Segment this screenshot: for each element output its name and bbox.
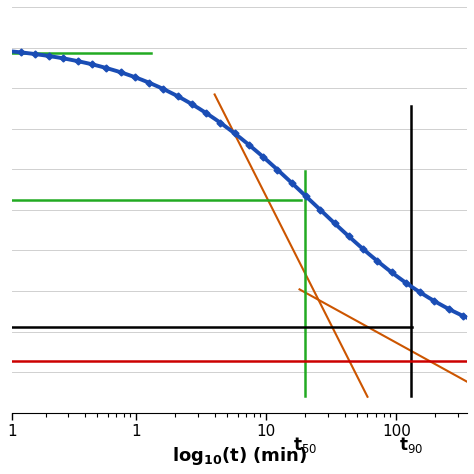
Text: t$_{90}$: t$_{90}$ (399, 435, 423, 455)
Text: t$_{50}$: t$_{50}$ (293, 435, 318, 455)
X-axis label: $\mathbf{log_{10}(t)}$ $\mathbf{(min)}$: $\mathbf{log_{10}(t)}$ $\mathbf{(min)}$ (172, 445, 307, 467)
